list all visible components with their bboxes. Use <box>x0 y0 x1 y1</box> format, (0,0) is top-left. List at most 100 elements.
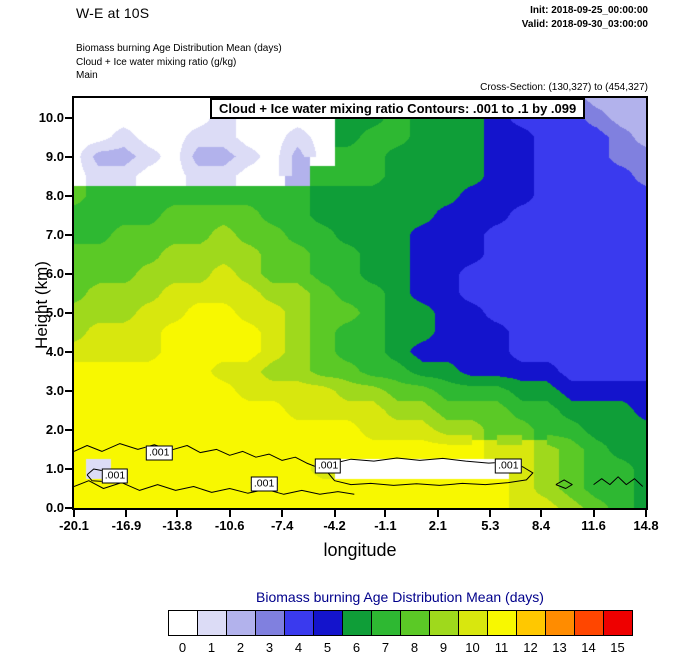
colorbar <box>168 610 633 636</box>
y-tick-mark <box>65 311 72 314</box>
x-axis-label: longitude <box>323 540 397 560</box>
colorbar-cell <box>603 610 633 636</box>
contour-value-label: .001 <box>146 445 173 461</box>
x-tick-label: 14.8 <box>633 518 659 533</box>
x-tick-mark <box>125 510 128 517</box>
y-tick-label: 0.0 <box>45 500 64 515</box>
colorbar-tick-label: 14 <box>581 640 596 655</box>
contour-value-label: .001 <box>250 476 278 492</box>
run-times: Init: 2018-09-25_00:00:00 Valid: 2018-09… <box>522 4 648 31</box>
x-tick-label: -13.8 <box>162 518 193 533</box>
cloud-contour-line <box>74 480 355 495</box>
x-tick-mark <box>645 510 647 517</box>
y-tick-mark <box>65 194 72 197</box>
x-tick-mark <box>333 510 336 517</box>
colorbar-tick-label: 8 <box>410 640 419 655</box>
colorbar-tick-label: 12 <box>523 640 538 655</box>
colorbar-cell <box>516 610 546 636</box>
colorbar-tick-label: 1 <box>207 640 216 655</box>
x-tick-label: -1.1 <box>374 518 397 533</box>
contour-value-label: .001 <box>101 468 129 484</box>
colorbar-labels: 0 1 2 3 4 5 6 7 8 9 10 11 12 13 14 15 <box>168 640 632 655</box>
cloud-contour-line <box>593 476 644 487</box>
y-tick-label: 8.0 <box>45 187 64 203</box>
cloud-contour-line <box>555 479 573 489</box>
cloud-contour-line <box>74 443 324 474</box>
colorbar-cell <box>342 610 372 636</box>
cross-section-label: Cross-Section: (130,327) to (454,327) <box>480 82 648 93</box>
colorbar-cell <box>313 610 343 636</box>
colorbar-tick-label: 4 <box>294 640 303 655</box>
contour-value-label: .001 <box>495 458 522 474</box>
cloud-contour-svg <box>74 443 644 495</box>
x-tick-mark <box>489 510 492 517</box>
x-tick-mark <box>73 510 75 517</box>
colorbar-tick-label: 13 <box>552 640 567 655</box>
x-tick-mark <box>228 510 231 517</box>
y-tick-label: 3.0 <box>45 382 64 398</box>
colorbar-tick-label: 10 <box>465 640 480 655</box>
x-tick-label: -7.4 <box>270 518 294 533</box>
colorbar-cell <box>226 610 256 636</box>
y-tick-label: 7.0 <box>45 226 64 242</box>
colorbar-tick-label: 5 <box>323 640 332 655</box>
contour-value-label: .001 <box>314 458 342 474</box>
colorbar-cell <box>574 610 604 636</box>
colorbar-cell <box>197 610 227 636</box>
y-tick-label: 4.0 <box>45 343 64 359</box>
subtitle-line-1: Biomass burning Age Distribution Mean (d… <box>76 43 282 54</box>
subtitle-block: Biomass burning Age Distribution Mean (d… <box>76 42 282 83</box>
x-tick-label: -10.6 <box>214 518 245 533</box>
x-tick-label: 2.1 <box>428 518 447 533</box>
y-tick-label: 6.0 <box>45 265 64 281</box>
colorbar-tick-label: 6 <box>352 640 361 655</box>
colorbar-cell <box>284 610 314 636</box>
colorbar-cell <box>168 610 198 636</box>
x-tick-mark <box>592 510 595 517</box>
x-tick-mark <box>281 510 284 517</box>
colorbar-cell <box>371 610 401 636</box>
y-tick-mark <box>65 507 72 509</box>
valid-time: Valid: 2018-09-30_03:00:00 <box>521 18 648 30</box>
y-tick-mark <box>65 350 72 353</box>
subtitle-line-3: Main <box>76 70 98 81</box>
colorbar-tick-label: 0 <box>178 640 187 655</box>
y-tick-label: 1.0 <box>45 460 64 476</box>
colorbar-tick-label: 11 <box>494 640 509 655</box>
x-tick-label: -4.2 <box>323 518 346 533</box>
colorbar-cell <box>487 610 517 636</box>
colorbar-cell <box>429 610 459 636</box>
x-tick-label: -16.9 <box>111 518 142 533</box>
subtitle-line-2: Cloud + Ice water mixing ratio (g/kg) <box>76 56 237 68</box>
colorbar-tick-label: 15 <box>610 640 625 655</box>
x-tick-mark <box>384 510 387 517</box>
colorbar-cell <box>255 610 285 636</box>
colorbar-tick-label: 2 <box>236 640 245 655</box>
x-tick-mark <box>540 510 543 517</box>
y-tick-label: 2.0 <box>45 421 64 437</box>
y-tick-mark <box>65 272 72 275</box>
colorbar-tick-label: 7 <box>381 640 390 655</box>
init-time: Init: 2018-09-25_00:00:00 <box>530 5 648 16</box>
colorbar-tick-label: 9 <box>439 640 448 655</box>
y-tick-label: 10.0 <box>38 109 64 125</box>
x-tick-mark <box>436 510 439 517</box>
y-tick-mark <box>65 155 72 158</box>
y-tick-mark <box>65 467 72 470</box>
y-tick-mark <box>65 389 72 392</box>
colorbar-tick-label: 3 <box>265 640 274 655</box>
y-tick-label: 9.0 <box>45 148 64 164</box>
y-tick-label: 5.0 <box>45 304 64 320</box>
y-tick-mark <box>65 233 72 236</box>
x-tick-mark <box>176 510 179 517</box>
colorbar-cell <box>545 610 575 636</box>
filled-contour-canvas <box>74 98 646 508</box>
plot-area: Cloud + Ice water mixing ratio Contours:… <box>72 96 648 510</box>
y-tick-mark <box>65 428 72 431</box>
cloud-contour-line <box>326 457 534 486</box>
colorbar-title: Biomass burning Age Distribution Mean (d… <box>256 589 544 605</box>
page-title: W-E at 10S <box>76 5 150 21</box>
colorbar-cell <box>400 610 430 636</box>
colorbar-cell <box>458 610 488 636</box>
